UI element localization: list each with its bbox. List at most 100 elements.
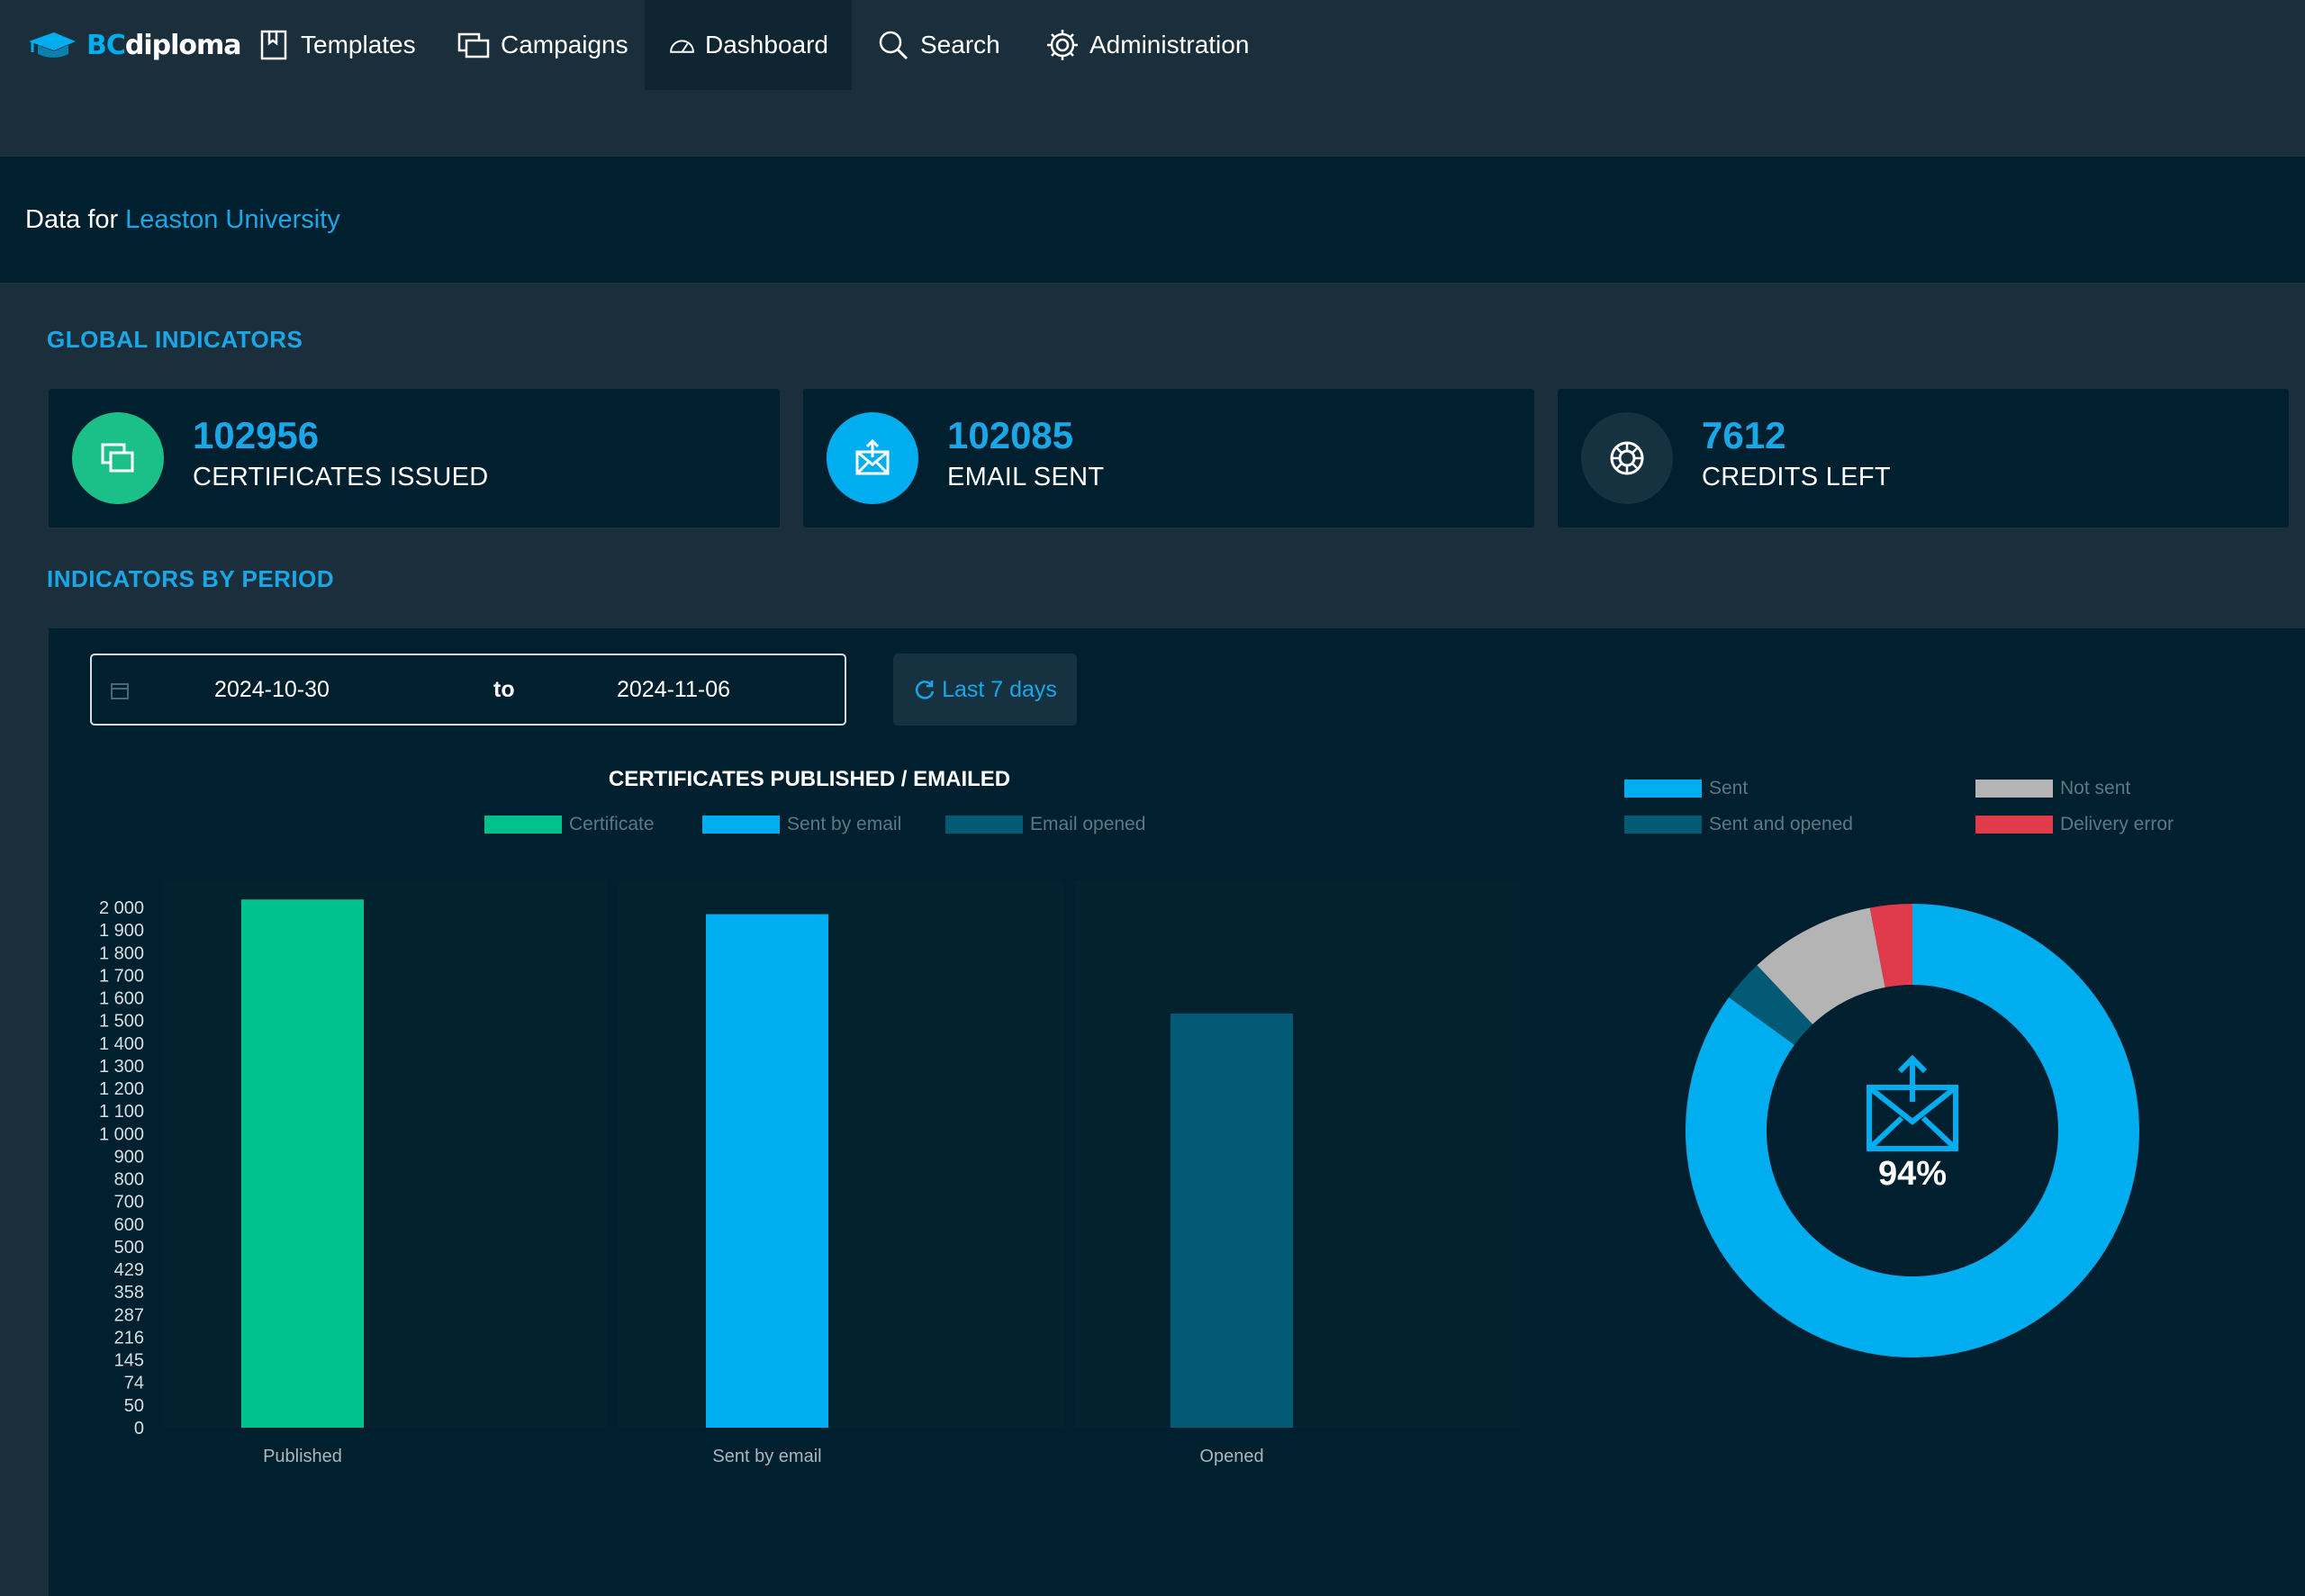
y-tick-label: 800 (114, 1170, 144, 1190)
donut-slice-not-sent[interactable] (1757, 907, 1885, 1024)
nav-dashboard[interactable]: Dashboard (645, 0, 852, 90)
certificates-icon (72, 412, 164, 504)
x-tick-label: Published (263, 1447, 342, 1466)
y-tick-label: 1 200 (99, 1079, 144, 1099)
bar-published[interactable] (241, 899, 364, 1428)
bar-sent-by-email[interactable] (706, 914, 828, 1428)
legend-swatch (1975, 780, 2053, 798)
kpi-label: EMAIL SENT (947, 463, 1105, 491)
brand-logo[interactable]: BCdiploma (27, 25, 242, 65)
y-tick-label: 1 400 (99, 1034, 144, 1054)
kpi-value: 102956 (193, 414, 320, 456)
bar-legend-email-opened[interactable]: Email opened (945, 814, 1145, 835)
y-tick-label: 429 (114, 1260, 144, 1280)
bar-legend-certificate[interactable]: Certificate (484, 814, 655, 835)
donut-center-label: 94% (1878, 1155, 1947, 1193)
donut-legend-not-sent[interactable]: Not sent (1975, 778, 2130, 799)
last-7-days-label: Last 7 days (942, 676, 1057, 702)
kpi-card-credits: 7612 CREDITS LEFT (1558, 389, 2289, 527)
legend-swatch (484, 816, 562, 834)
legend-swatch (1624, 816, 1702, 834)
nav-campaigns[interactable]: Campaigns (432, 0, 652, 90)
y-tick-label: 1 700 (99, 966, 144, 986)
chart-panel-column (1074, 880, 1520, 1428)
bar-legend-sent-by-email[interactable]: Sent by email (702, 814, 901, 835)
date-to-input[interactable]: 2024-11-06 (616, 676, 731, 702)
organization-bar: Data for Leaston University (0, 157, 2305, 283)
y-tick-label: 700 (114, 1193, 144, 1213)
kpi-value: 102085 (947, 414, 1074, 456)
nav-search[interactable]: Search (852, 0, 1024, 90)
x-tick-label: Sent by email (712, 1447, 821, 1466)
y-tick-label: 600 (114, 1215, 144, 1235)
y-tick-label: 0 (134, 1419, 144, 1438)
y-tick-label: 216 (114, 1328, 144, 1348)
legend-label: Sent (1709, 778, 1749, 798)
y-tick-label: 1 900 (99, 921, 144, 941)
nav-templates[interactable]: Templates (232, 0, 439, 90)
legend-label: Certificate (569, 814, 655, 834)
gear-icon (1047, 30, 1078, 60)
legend-label: Sent by email (787, 814, 902, 834)
graduation-cap-icon (29, 32, 76, 58)
bar-chart-title: CERTIFICATES PUBLISHED / EMAILED (608, 767, 1011, 791)
y-tick-label: 145 (114, 1351, 144, 1371)
last-7-days-button[interactable]: Last 7 days (893, 654, 1077, 726)
indicators-by-period-title: INDICATORS BY PERIOD (47, 565, 335, 592)
y-tick-label: 1 100 (99, 1102, 144, 1122)
y-tick-label: 74 (124, 1374, 144, 1393)
legend-label: Delivery error (2060, 814, 2174, 834)
bar-opened[interactable] (1171, 1014, 1293, 1428)
y-tick-label: 1 000 (99, 1124, 144, 1144)
y-tick-label: 50 (124, 1396, 144, 1416)
y-tick-label: 2 000 (99, 898, 144, 918)
y-tick-label: 1 500 (99, 1012, 144, 1032)
credits-icon (1581, 412, 1673, 504)
refresh-icon (915, 681, 935, 699)
chart-panel-column (618, 880, 1064, 1428)
nav-administration[interactable]: Administration (1021, 0, 1272, 90)
legend-label: Email opened (1030, 814, 1146, 834)
nav-campaigns-label: Campaigns (501, 31, 628, 59)
nav-search-label: Search (920, 31, 1000, 59)
nav-administration-label: Administration (1089, 31, 1250, 59)
brand-name: BCdiploma (86, 29, 242, 61)
date-range-picker[interactable]: 2024-10-30 to 2024-11-06 (90, 654, 846, 726)
y-tick-label: 287 (114, 1305, 144, 1325)
legend-swatch (702, 816, 780, 834)
date-from-input[interactable]: 2024-10-30 (214, 676, 330, 702)
y-tick-label: 500 (114, 1238, 144, 1258)
nav-dashboard-label: Dashboard (705, 31, 828, 59)
period-panel: 2024-10-30 to 2024-11-06 Last 7 days CER… (49, 628, 2305, 1596)
donut-slice-delivery-error[interactable] (1869, 904, 1912, 987)
email-send-icon (827, 412, 918, 504)
date-range-separator: to (493, 676, 515, 702)
donut-legend-delivery-error[interactable]: Delivery error (1975, 814, 2174, 835)
y-tick-label: 1 800 (99, 943, 144, 963)
legend-label: Sent and opened (1709, 814, 1853, 834)
donut-slice-sent[interactable] (1686, 904, 2139, 1357)
donut-slice-sent-and-opened[interactable] (1729, 965, 1813, 1045)
organization-link[interactable]: Leaston University (125, 204, 340, 234)
donut-legend-sent[interactable]: Sent (1624, 778, 1748, 799)
donut-chart: 94% (1686, 904, 2139, 1357)
search-icon (879, 31, 908, 60)
kpi-value: 7612 (1702, 414, 1786, 456)
dashboard-gauge-icon (670, 40, 694, 53)
book-icon (260, 30, 287, 60)
kpi-label: CERTIFICATES ISSUED (193, 463, 489, 491)
data-for-prefix: Data for (25, 204, 119, 234)
legend-swatch (945, 816, 1023, 834)
donut-legend-sent-and-opened[interactable]: Sent and opened (1624, 814, 1853, 835)
global-indicators-title: GLOBAL INDICATORS (47, 326, 303, 353)
chart-panel-column (162, 880, 608, 1428)
y-tick-label: 1 600 (99, 989, 144, 1009)
documents-icon (457, 32, 490, 59)
kpi-card-certificates: 102956 CERTIFICATES ISSUED (49, 389, 780, 527)
legend-label: Not sent (2060, 778, 2131, 798)
y-tick-label: 358 (114, 1283, 144, 1303)
top-navbar: BCdiploma Templates Campaigns Dashboard … (0, 0, 2305, 157)
kpi-label: CREDITS LEFT (1702, 463, 1891, 491)
nav-templates-label: Templates (301, 31, 416, 59)
